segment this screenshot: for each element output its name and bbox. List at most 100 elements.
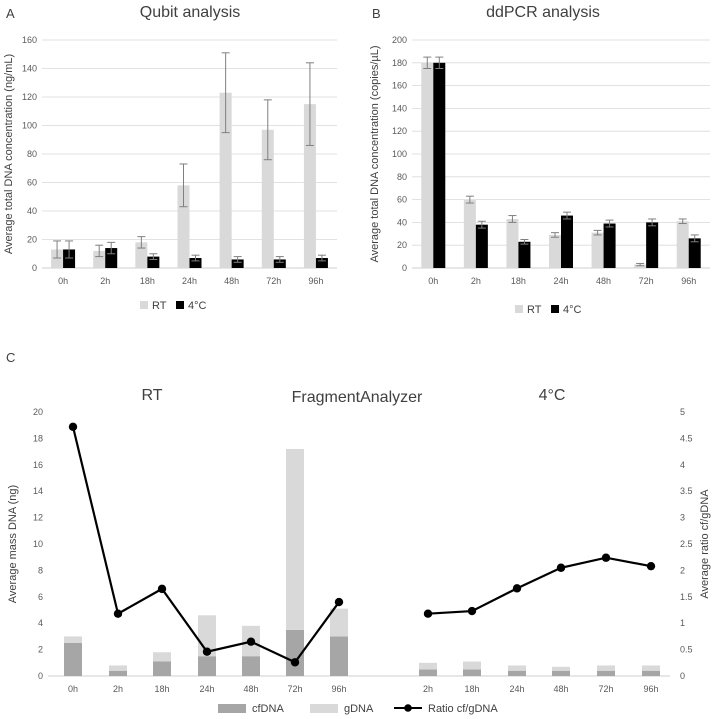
ddpcr-y-tick-label: 160 xyxy=(392,81,407,91)
fragment-x-tick-label: 18h xyxy=(464,684,479,694)
qubit-bar-rt xyxy=(177,185,190,268)
ddpcr-legend-swatch-4c xyxy=(551,305,559,313)
qubit-bar-rt xyxy=(135,242,148,268)
fragment-x-tick-label: 72h xyxy=(598,684,613,694)
fragment-ratio-point xyxy=(601,553,611,562)
fragment-bar-gdna xyxy=(153,652,171,662)
qubit-bar-4c xyxy=(273,259,286,268)
fragment-legend-swatch-gdna xyxy=(310,704,338,713)
fragment-bar-gdna xyxy=(419,662,437,670)
fragment-bar-cfdna xyxy=(198,656,216,676)
fragment-ratio-point xyxy=(512,584,522,593)
ddpcr-legend-label-rt: RT xyxy=(527,304,542,316)
qubit-x-tick-label: 18h xyxy=(140,276,155,286)
qubit-legend-label-rt: RT xyxy=(152,300,167,312)
fragment-bar-gdna xyxy=(597,665,615,671)
qubit-legend-label-4c: 4°C xyxy=(188,300,207,312)
fragment-y-tick-label: 14 xyxy=(33,486,43,496)
ddpcr-y-tick-label: 40 xyxy=(397,217,407,227)
fragment-bar-cfdna xyxy=(109,670,127,676)
fragment-x-tick-label: 48h xyxy=(553,684,568,694)
ddpcr-y-tick-label: 140 xyxy=(392,103,407,113)
fragment-y2-tick-label: 0.5 xyxy=(680,645,693,655)
ddpcr-y-tick-label: 80 xyxy=(397,172,407,182)
fragment-x-tick-label: 48h xyxy=(243,684,258,694)
qubit-bar-rt xyxy=(261,129,274,268)
qubit-legend-swatch-4c xyxy=(176,301,184,309)
fragment-y2-tick-label: 2.5 xyxy=(680,539,693,549)
fragment-y2-tick-label: 3 xyxy=(680,513,685,523)
ddpcr-bar-4c xyxy=(475,224,488,268)
fragment-legend-label-cfdna: cfDNA xyxy=(252,703,284,715)
fragment-bar-gdna xyxy=(552,666,570,671)
fragment-ratio-point xyxy=(202,647,212,656)
ddpcr-y-tick-label: 200 xyxy=(392,35,407,45)
fragment-bar-gdna xyxy=(330,608,348,637)
fragment-bar-gdna xyxy=(642,665,660,671)
fragment-y-tick-label: 6 xyxy=(38,592,43,602)
qubit-y-tick-label: 120 xyxy=(22,92,37,102)
fragment-y2-tick-label: 0 xyxy=(680,671,685,681)
panel-letter-b: B xyxy=(372,6,381,21)
ddpcr-bar-rt xyxy=(463,199,476,268)
ddpcr-legend-swatch-rt xyxy=(515,305,523,313)
fragment-ratio-point xyxy=(246,637,256,646)
ddpcr-x-tick-label: 24h xyxy=(553,276,568,286)
qubit-bar-4c xyxy=(231,259,244,268)
fragment-y2-tick-label: 4 xyxy=(680,460,685,470)
qubit-bar-4c xyxy=(105,248,118,268)
fragment-group-label-rt: RT xyxy=(141,387,162,404)
fragment-y-tick-label: 20 xyxy=(33,407,43,417)
ddpcr-title: ddPCR analysis xyxy=(486,4,600,21)
qubit-bar-rt xyxy=(93,250,106,268)
qubit-legend-swatch-rt xyxy=(140,301,148,309)
fragment-y-tick-label: 2 xyxy=(38,645,43,655)
qubit-y-tick-label: 20 xyxy=(27,235,37,245)
fragment-y-tick-label: 0 xyxy=(38,671,43,681)
fragment-bar-gdna xyxy=(463,661,481,670)
fragment-y2-tick-label: 5 xyxy=(680,407,685,417)
fragment-x-tick-label: 0h xyxy=(68,684,78,694)
fragment-y2-tick-label: 3.5 xyxy=(680,486,693,496)
fragment-x-tick-label: 24h xyxy=(199,684,214,694)
qubit-bar-4c xyxy=(315,258,328,268)
qubit-title: Qubit analysis xyxy=(140,4,241,21)
fragment-ratio-point xyxy=(467,606,477,616)
qubit-y-tick-label: 140 xyxy=(22,64,37,74)
ddpcr-x-tick-label: 48h xyxy=(596,276,611,286)
fragment-x-tick-label: 72h xyxy=(287,684,302,694)
fragment-bar-cfdna xyxy=(463,669,481,676)
qubit-y-tick-label: 0 xyxy=(32,263,37,273)
ddpcr-bar-rt xyxy=(591,232,604,268)
fragment-y-tick-label: 12 xyxy=(33,513,43,523)
ddpcr-bar-4c xyxy=(433,62,446,268)
qubit-bar-rt xyxy=(51,249,64,268)
fragment-group-label-4c: 4°C xyxy=(539,387,566,404)
fragment-ratio-point xyxy=(68,422,78,431)
fragment-bar-cfdna xyxy=(508,670,526,676)
fragment-x-tick-label: 96h xyxy=(643,684,658,694)
ddpcr-x-tick-label: 96h xyxy=(681,276,696,286)
qubit-y-tick-label: 80 xyxy=(27,149,37,159)
qubit-bar-4c xyxy=(189,258,202,268)
qubit-x-tick-label: 0h xyxy=(58,276,68,286)
fragment-y-tick-label: 18 xyxy=(33,433,43,443)
fragment-ratio-point xyxy=(423,609,433,618)
ddpcr-y-tick-label: 20 xyxy=(397,240,407,250)
ddpcr-x-tick-label: 0h xyxy=(428,276,438,286)
qubit-y-tick-label: 100 xyxy=(22,121,37,131)
fragment-y-tick-label: 4 xyxy=(38,618,43,628)
ddpcr-y-axis-label: Average total DNA concentration (copies/… xyxy=(369,45,381,262)
fragment-x-tick-label: 2h xyxy=(423,684,433,694)
fragment-bar-cfdna xyxy=(642,670,660,676)
fragment-x-tick-label: 18h xyxy=(154,684,169,694)
fragment-x-tick-label: 24h xyxy=(509,684,524,694)
ddpcr-bar-4c xyxy=(518,241,531,268)
fragment-bar-cfdna xyxy=(330,636,348,676)
fragment-y2-axis-label: Average ratio cf/gDNA xyxy=(699,489,711,599)
fragment-legend-swatch-cfdna xyxy=(218,704,246,713)
fragment-x-tick-label: 2h xyxy=(113,684,123,694)
qubit-y-tick-label: 160 xyxy=(22,35,37,45)
qubit-y-tick-label: 60 xyxy=(27,178,37,188)
fragment-bar-gdna xyxy=(64,636,82,643)
